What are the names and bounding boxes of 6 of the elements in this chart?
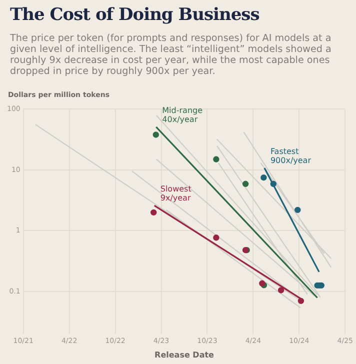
chart-title: The Cost of Doing Business	[10, 5, 260, 25]
series-label: Mid-range 40x/year	[162, 106, 203, 124]
chart-subtitle: The price per token (for prompts and responses) for AI models at a given level of intelligence. The least “intelligent” models showed a roughly 9x decrease in cost per year, while the most capable ones dropped in price by roughly 900x per year.	[10, 33, 332, 77]
x-axis-title: Release Date	[154, 350, 215, 360]
series-label: Fastest 900x/year	[270, 146, 312, 165]
series-label: Slowest 9x/year	[160, 184, 192, 203]
